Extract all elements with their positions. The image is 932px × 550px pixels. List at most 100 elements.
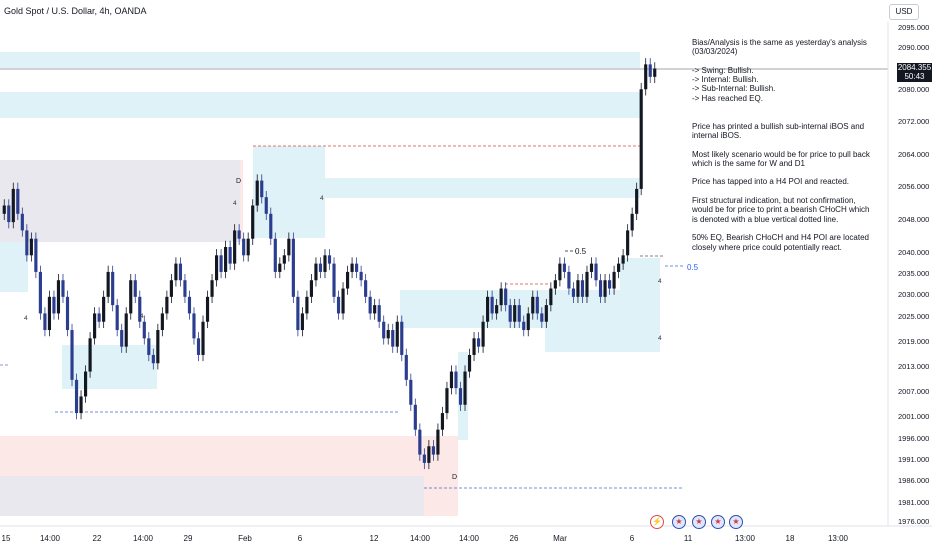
candle-body	[535, 296, 539, 314]
candle	[504, 282, 508, 312]
candle	[120, 323, 124, 353]
candle-body	[355, 263, 359, 272]
candle-body	[558, 263, 562, 281]
candle-body	[540, 313, 544, 322]
candle	[445, 381, 449, 420]
candle	[237, 224, 241, 245]
candle-body	[576, 280, 580, 297]
candle	[490, 290, 494, 320]
time-tick-label: 14:00	[40, 534, 61, 543]
time-tick-label: Mar	[553, 534, 567, 543]
candle	[513, 298, 517, 328]
candle-body	[178, 263, 183, 281]
candle-body	[607, 280, 612, 289]
candle	[327, 249, 332, 270]
candle	[359, 265, 363, 287]
candle-body	[413, 404, 417, 430]
candle-body	[359, 271, 363, 281]
candle	[264, 190, 268, 221]
us-flag-icon[interactable]: ★	[729, 515, 743, 529]
candle-body	[594, 263, 598, 281]
time-tick-label: 18	[786, 534, 795, 543]
currency-button[interactable]: USD	[889, 4, 919, 20]
candle-body	[440, 413, 445, 430]
candle	[382, 315, 386, 345]
poi-zone	[458, 352, 468, 440]
candle	[129, 274, 133, 320]
candle	[508, 298, 512, 328]
candle-body	[368, 296, 372, 314]
candle	[436, 423, 440, 461]
candle-body	[395, 321, 399, 347]
candle	[29, 232, 33, 262]
candle-body	[513, 305, 517, 322]
candle-body	[544, 305, 548, 322]
candle	[607, 274, 612, 295]
candle	[174, 257, 178, 287]
candle-body	[549, 288, 553, 306]
time-tick-label: 12	[370, 534, 379, 543]
candle	[499, 282, 503, 312]
price-tick-label: 2007.000	[898, 387, 929, 396]
candle	[621, 249, 625, 270]
candle	[260, 174, 264, 204]
levels-layer	[0, 68, 888, 489]
candle	[43, 307, 47, 337]
last-price-badge: 2084.355 50:43	[897, 63, 932, 82]
price-tick-label: 2025.000	[898, 312, 929, 321]
price-tick-label: 2048.000	[898, 215, 929, 224]
candle	[214, 249, 219, 287]
candle-body	[300, 313, 304, 331]
candle	[318, 257, 323, 279]
candle	[156, 323, 160, 370]
candle	[594, 257, 598, 287]
candle-body	[309, 280, 314, 297]
us-flag-icon[interactable]: ★	[672, 515, 686, 529]
candle-body	[192, 313, 196, 339]
candle-body	[458, 388, 463, 405]
candle	[210, 274, 214, 304]
candle	[400, 315, 404, 362]
candle	[305, 290, 309, 320]
price-tick-label: 2013.000	[898, 362, 929, 371]
candle-body	[526, 313, 530, 331]
candle	[183, 274, 187, 304]
zone-marker-label: 4	[24, 315, 28, 322]
zone-marker-label: 4	[320, 195, 324, 202]
candle	[52, 290, 56, 320]
candle	[648, 58, 652, 84]
candle-body	[621, 255, 625, 264]
price-tick-label: 1986.000	[898, 476, 929, 485]
candle	[486, 290, 490, 328]
candle-body	[7, 205, 11, 223]
us-flag-icon[interactable]: ★	[692, 515, 706, 529]
candle-body	[391, 330, 395, 347]
time-tick-label: 6	[630, 534, 635, 543]
poi-zone	[0, 92, 640, 118]
bar-countdown: 50:43	[904, 72, 925, 81]
candle-body	[151, 354, 155, 364]
candle-body	[210, 280, 214, 297]
candle-body	[504, 288, 508, 306]
candle-body	[635, 188, 639, 214]
candle-body	[196, 338, 201, 355]
candle	[83, 365, 88, 403]
price-tick-label: 2040.000	[898, 248, 929, 257]
time-tick-label: 22	[93, 534, 102, 543]
poi-zone	[0, 242, 28, 292]
candle-body	[467, 354, 472, 372]
candle	[395, 315, 399, 353]
candle-body	[93, 313, 97, 339]
eq-label-blue: 0.5	[687, 263, 699, 272]
candle	[463, 365, 467, 411]
candle-body	[454, 371, 458, 389]
candle-body	[138, 296, 142, 322]
us-flag-icon[interactable]: ★	[711, 515, 725, 529]
candle	[187, 290, 192, 320]
lightning-icon[interactable]: ⚡	[650, 515, 664, 529]
candle-body	[644, 64, 648, 90]
candle-body	[242, 238, 246, 256]
candle	[535, 290, 539, 320]
candle-body	[318, 263, 323, 272]
